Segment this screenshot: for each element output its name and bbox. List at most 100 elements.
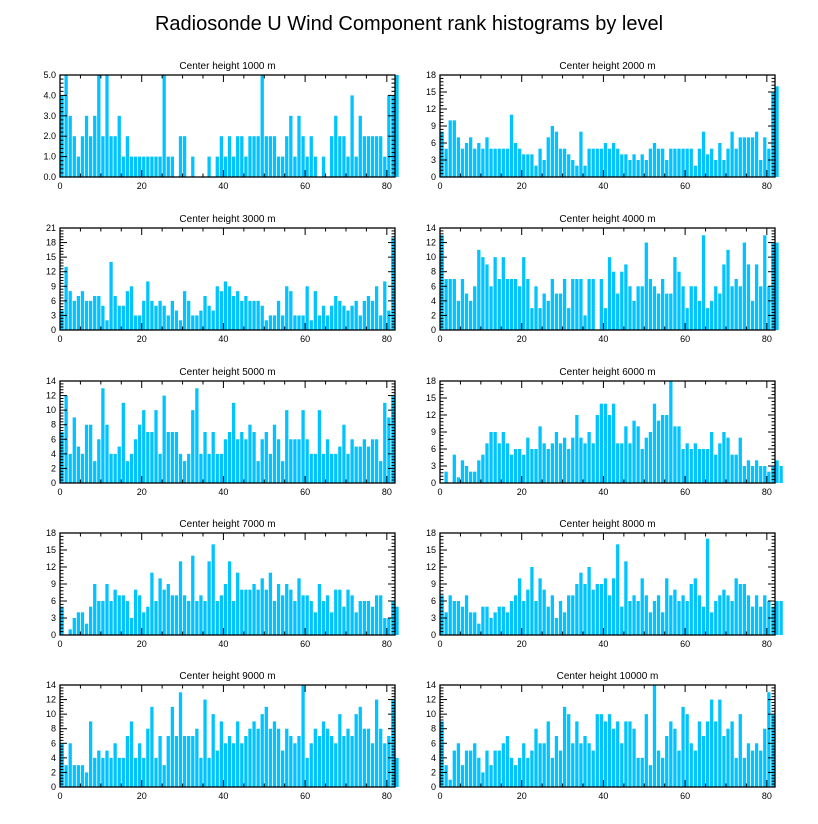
histogram-bar [763, 137, 767, 177]
histogram-bar [722, 264, 726, 330]
histogram-bar [354, 714, 358, 787]
histogram-bar [158, 736, 162, 787]
histogram-bar [562, 437, 567, 483]
histogram-bar [673, 426, 677, 483]
histogram-bar [485, 606, 489, 635]
histogram-bar [746, 264, 751, 330]
x-tick-label: 0 [437, 487, 442, 497]
histogram-bar [223, 584, 228, 635]
histogram-bar [661, 415, 665, 483]
y-tick-label: 9 [431, 579, 436, 589]
histogram-bar [759, 750, 763, 787]
histogram-bar [689, 449, 693, 483]
y-tick-label: 6 [51, 596, 56, 606]
histogram-bar [722, 160, 726, 177]
histogram-bar [231, 296, 236, 330]
histogram-bar [105, 424, 109, 483]
histogram-bar [530, 567, 534, 635]
histogram-bar [313, 156, 317, 177]
histogram-bar [334, 296, 338, 330]
histogram-bar [105, 750, 109, 787]
histogram-bar [125, 291, 130, 330]
y-tick-label: 9 [51, 281, 56, 291]
histogram-bar [97, 601, 101, 635]
histogram-bar [60, 743, 64, 787]
histogram-bar [350, 439, 354, 483]
histogram-bar [301, 315, 305, 330]
y-tick-label: 15 [46, 252, 56, 262]
histogram-bar [701, 235, 706, 330]
histogram-bar [109, 262, 113, 330]
histogram-bar [170, 432, 174, 483]
histogram-bar [665, 293, 669, 330]
histogram-bar [530, 154, 534, 177]
histogram-bar [154, 410, 158, 483]
histogram-bar [693, 578, 697, 635]
x-tick-label: 60 [680, 334, 690, 344]
histogram-bar [227, 286, 232, 330]
y-tick-label: 6 [431, 596, 436, 606]
histogram-bar [133, 589, 138, 635]
histogram-bar [109, 757, 113, 787]
histogram-bar [244, 296, 248, 330]
histogram-bar [738, 437, 742, 483]
y-tick-label: 2.0 [43, 131, 56, 141]
histogram-bar [80, 136, 85, 177]
histogram-bar [60, 310, 64, 330]
histogram-bar [710, 148, 714, 177]
histogram-bar [358, 601, 362, 635]
histogram-bar [485, 264, 489, 330]
histogram-bar [281, 595, 285, 635]
histogram-bar [530, 449, 534, 483]
histogram-bar [452, 454, 456, 483]
y-tick-label: 0 [431, 478, 436, 488]
histogram-bar [718, 699, 722, 787]
histogram-bar [97, 750, 101, 787]
histogram-bar [236, 721, 240, 787]
x-tick-label: 60 [680, 487, 690, 497]
panel-title: Center height 8000 m [559, 519, 655, 530]
histogram-bar [624, 426, 628, 483]
histogram-bar [477, 460, 481, 483]
histogram-bar [542, 443, 546, 483]
histogram-bar [689, 148, 693, 177]
histogram-bar [362, 136, 367, 177]
histogram-bar [305, 439, 309, 483]
histogram-bar [705, 154, 710, 177]
histogram-bar [497, 443, 501, 483]
histogram-bar [158, 578, 162, 635]
histogram-bar [383, 743, 387, 787]
histogram-bar [522, 454, 526, 483]
x-tick-label: 0 [57, 334, 62, 344]
panel-5000m: Center height 5000 m 0 2 4 6 8 10 12 14 0 20 40 60 80 [46, 367, 396, 497]
x-tick-label: 40 [218, 181, 228, 191]
histogram-bar [452, 601, 456, 635]
histogram-bar [305, 286, 309, 330]
y-tick-label: 8 [431, 267, 436, 277]
histogram-bar [342, 305, 346, 330]
histogram-bar [321, 601, 326, 635]
histogram-bar [244, 156, 248, 177]
panel-2000m: Center height 2000 m 0 3 6 9 12 15 18 0 20 40 60 80 [426, 61, 779, 191]
histogram-bar [665, 160, 669, 177]
histogram-bar [76, 612, 81, 635]
histogram-bar [223, 439, 228, 483]
histogram-bar [464, 293, 469, 330]
histogram-bar [330, 736, 334, 787]
histogram-bar [93, 757, 97, 787]
histogram-bar [146, 156, 150, 177]
plot-frame [59, 74, 396, 178]
histogram-bar [301, 595, 305, 635]
histogram-bar [142, 300, 146, 330]
x-tick-label: 40 [218, 334, 228, 344]
histogram-bar [591, 750, 595, 787]
y-tick-label: 6 [51, 296, 56, 306]
x-tick-label: 0 [437, 181, 442, 191]
y-tick-label: 18 [46, 528, 56, 538]
histogram-bar [231, 743, 236, 787]
histogram-bar [362, 728, 367, 787]
histogram-bar [677, 271, 681, 330]
histogram-bar [697, 449, 702, 483]
y-tick-label: 15 [426, 87, 436, 97]
histogram-bar [656, 750, 661, 787]
